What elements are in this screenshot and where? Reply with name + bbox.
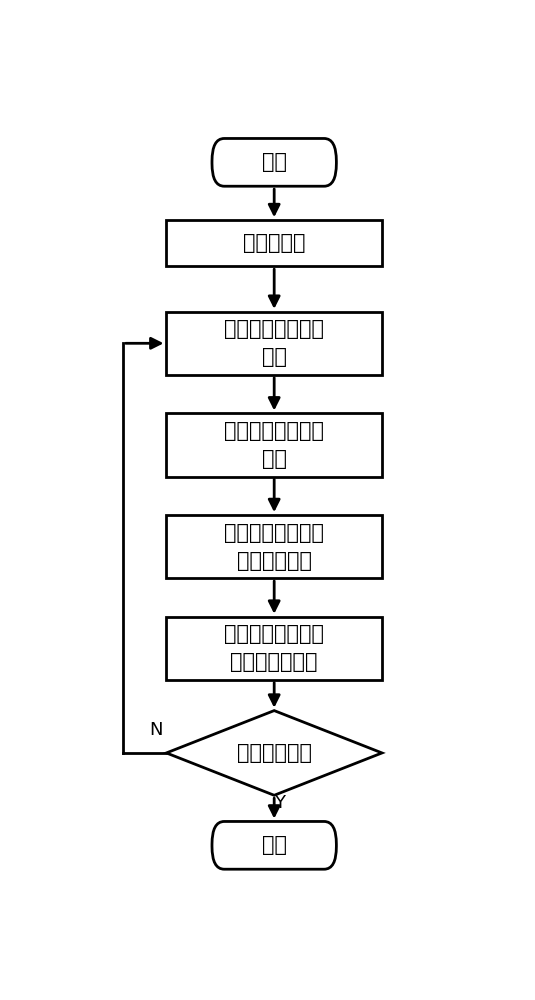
Bar <box>166 515 382 578</box>
Bar <box>166 413 382 477</box>
Text: 种群初始化: 种群初始化 <box>243 233 305 253</box>
Text: 开始: 开始 <box>262 152 287 172</box>
Text: 通过柯西变异得到
下一代烟花群体: 通过柯西变异得到 下一代烟花群体 <box>224 624 324 672</box>
Polygon shape <box>166 711 382 795</box>
Text: 满足终值条件: 满足终值条件 <box>236 743 312 763</box>
Bar <box>166 220 382 266</box>
Text: 通过变异算子生成
烟花: 通过变异算子生成 烟花 <box>224 421 324 469</box>
Bar <box>166 312 382 375</box>
Text: Y: Y <box>274 794 285 812</box>
Bar <box>166 617 382 680</box>
Text: 通过爆炸算子生成
烟花: 通过爆炸算子生成 烟花 <box>224 319 324 367</box>
Text: N: N <box>149 721 163 739</box>
FancyBboxPatch shape <box>212 138 337 186</box>
Text: 结束: 结束 <box>262 835 287 855</box>
Text: 对超出边界的火花
应用映射规则: 对超出边界的火花 应用映射规则 <box>224 523 324 571</box>
FancyBboxPatch shape <box>212 821 337 869</box>
